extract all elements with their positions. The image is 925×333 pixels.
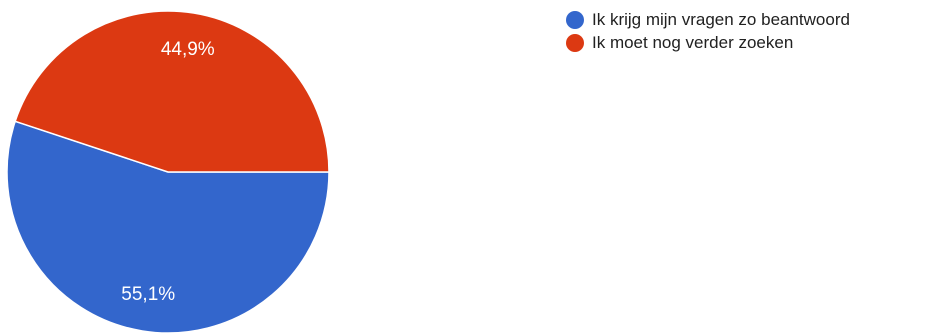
legend-label: Ik moet nog verder zoeken — [592, 33, 794, 52]
pie-slice-1 — [14, 10, 330, 173]
legend-swatch-icon — [566, 11, 584, 29]
legend-item-1: Ik moet nog verder zoeken — [566, 33, 850, 53]
pie-slice-label-0: 55,1% — [121, 284, 175, 305]
chart-legend: Ik krijg mijn vragen zo beantwoord Ik moe… — [566, 10, 850, 56]
legend-swatch-icon — [566, 34, 584, 52]
legend-item-0: Ik krijg mijn vragen zo beantwoord — [566, 10, 850, 30]
legend-label: Ik krijg mijn vragen zo beantwoord — [592, 10, 850, 29]
pie-slice-label-1: 44,9% — [161, 39, 215, 60]
pie-slice-0 — [6, 120, 330, 333]
